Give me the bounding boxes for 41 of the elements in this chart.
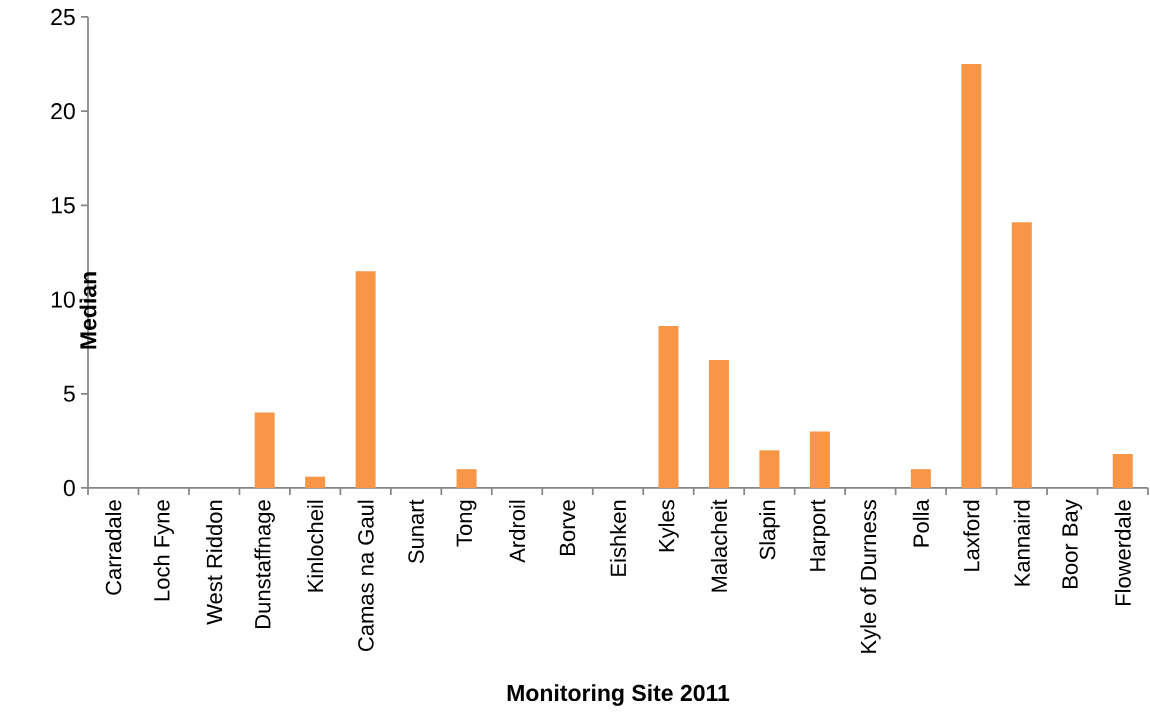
- bar: [708, 359, 729, 488]
- x-tick-label: West Riddon: [206, 500, 223, 625]
- y-tick-label: 0: [63, 479, 75, 497]
- x-tick-label: Tong: [456, 500, 477, 547]
- x-tick-label: Sunart: [408, 499, 424, 564]
- x-tick-label: Borve: [559, 500, 576, 555]
- x-tick-label: Harport: [810, 499, 830, 571]
- x-tick-label: Dunstaffnage: [254, 500, 275, 628]
- x-tick-label: Slapin: [759, 500, 780, 560]
- x-tick-label: Malacheit: [710, 499, 728, 592]
- bar: [658, 325, 679, 488]
- y-tick-label: 15: [51, 197, 75, 214]
- bar: [456, 469, 477, 488]
- bar: [355, 271, 376, 488]
- x-axis-title: Monitoring Site 2011: [507, 684, 730, 706]
- y-tick-label: 10: [51, 291, 75, 308]
- x-tick-label: Flowerdale: [1114, 500, 1131, 606]
- bar: [809, 431, 830, 488]
- y-tick-label: 25: [51, 8, 75, 26]
- y-tick-label: 5: [63, 385, 75, 402]
- bar: [305, 476, 326, 488]
- x-tick-label: Kannaird: [1013, 500, 1030, 586]
- x-tick-label: Kyle of Durness: [860, 500, 881, 653]
- bar: [254, 412, 275, 488]
- x-tick-label: Loch Fyne: [153, 500, 174, 601]
- bar: [961, 64, 982, 488]
- y-tick-label: 20: [51, 103, 75, 120]
- x-tick-label: Ardroil: [508, 500, 526, 563]
- bar: [1112, 454, 1133, 488]
- x-tick-label: Camas na Gaul: [357, 500, 374, 651]
- x-tick-label: Carradale: [105, 500, 122, 595]
- x-tick-label: Polla: [912, 499, 929, 547]
- x-tick-label: Kyles: [658, 500, 679, 552]
- x-tick-label: Laxford: [963, 500, 980, 571]
- x-tick-label: Eishken: [609, 500, 627, 576]
- bar: [1011, 222, 1032, 488]
- bar: [759, 450, 780, 488]
- x-tick-label: Boor Bay: [1062, 499, 1083, 588]
- bar: [910, 469, 931, 488]
- x-tick-label: Kinlocheil: [307, 500, 324, 592]
- y-axis-title: Median: [79, 272, 97, 349]
